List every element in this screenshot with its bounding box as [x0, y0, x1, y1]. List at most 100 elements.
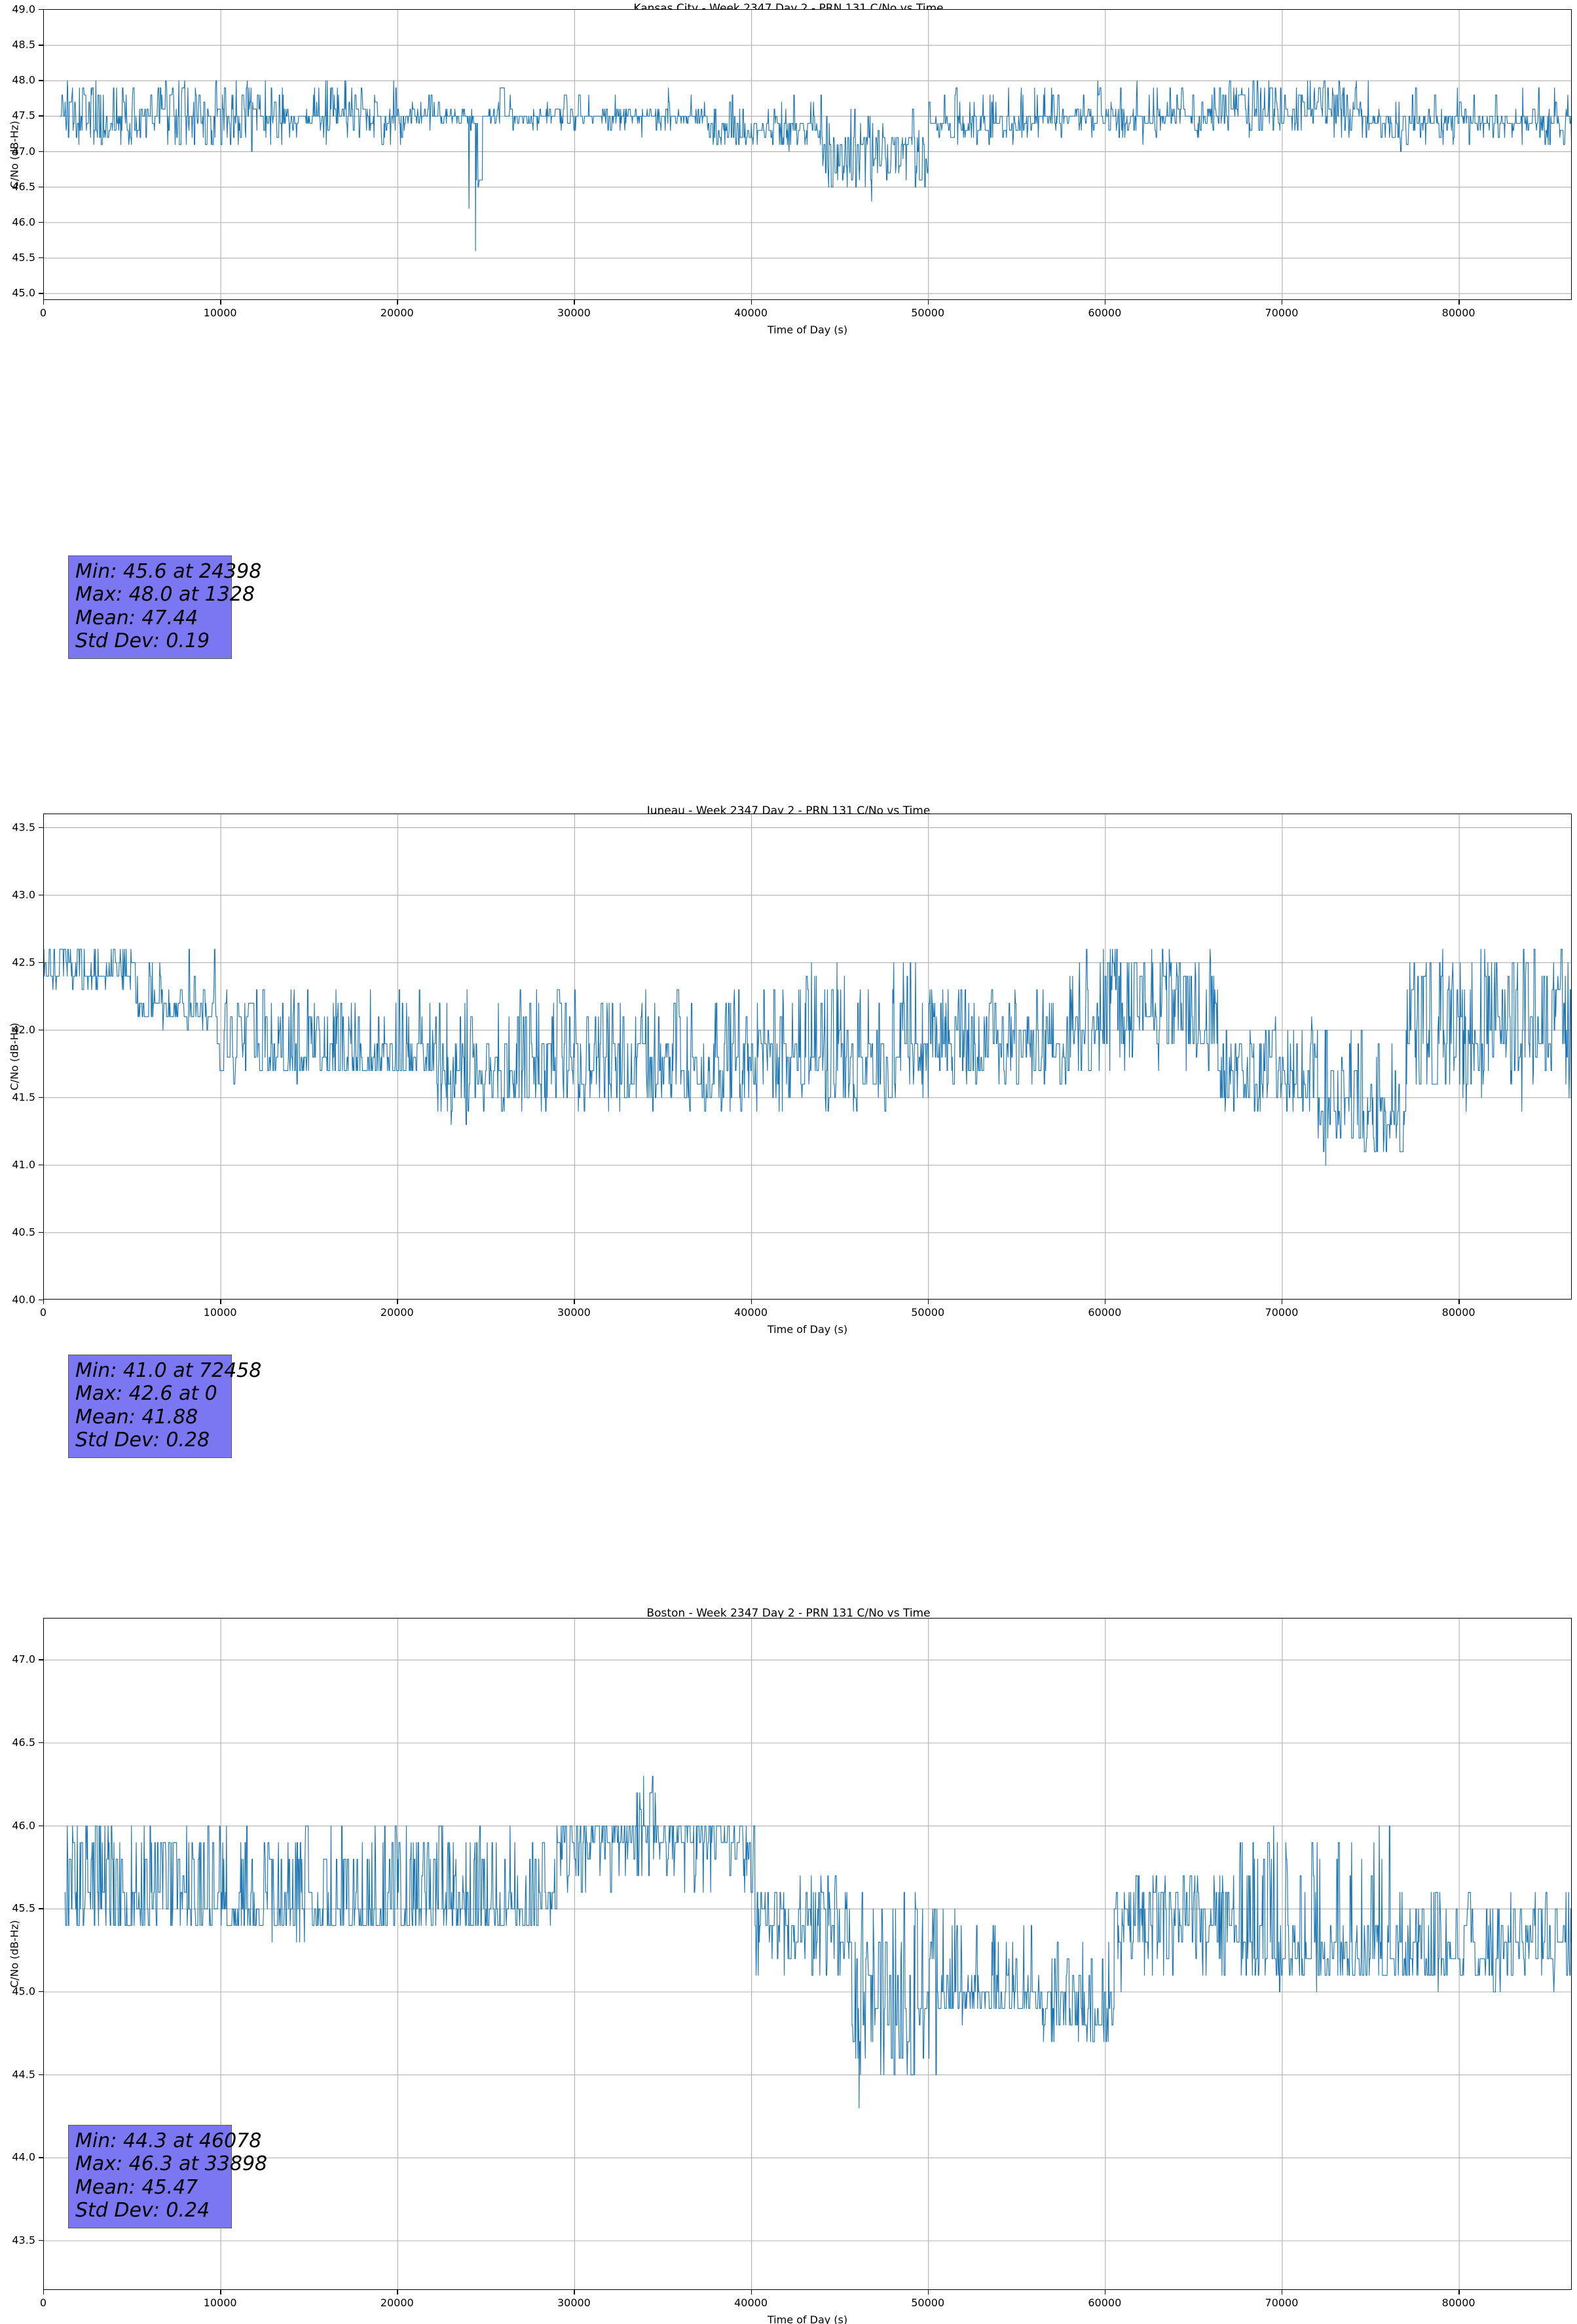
x-tick-mark: [927, 2290, 929, 2295]
x-tick-label: 40000: [734, 2296, 768, 2309]
x-tick-label: 40000: [734, 1306, 768, 1319]
x-tick-label: 0: [39, 1306, 47, 1319]
stat-mean: Mean: 47.44: [75, 606, 198, 629]
series-canvas: [44, 10, 1571, 299]
y-axis-label: C/No (dB-Hz): [8, 1920, 21, 1988]
x-axis-label: Time of Day (s): [767, 1323, 848, 1336]
statistics-annotation: Min: 45.6 at 24398 Max: 48.0 at 1328 Mea…: [68, 555, 262, 659]
y-tick-mark: [39, 2074, 43, 2076]
x-tick-mark: [43, 300, 45, 305]
x-tick-mark: [1458, 2290, 1460, 2295]
y-tick-label: 46.5: [12, 1736, 35, 1749]
x-tick-mark: [220, 2290, 221, 2295]
plot-area: [43, 9, 1572, 300]
x-tick-label: 50000: [911, 1306, 945, 1319]
x-tick-label: 50000: [911, 307, 945, 319]
stat-max: Max: 48.0 at 1328: [75, 583, 255, 607]
stat-min: Min: 41.0 at 72458: [75, 1359, 262, 1382]
y-tick-label: 48.5: [12, 38, 35, 51]
x-tick-mark: [397, 2290, 398, 2295]
stat-min: Min: 45.6 at 24398: [75, 560, 262, 583]
y-tick-label: 45.0: [12, 1985, 35, 1998]
x-axis-label: Time of Day (s): [767, 324, 848, 336]
y-tick-label: 41.0: [12, 1158, 35, 1171]
x-tick-label: 20000: [380, 1306, 414, 1319]
x-tick-label: 10000: [203, 2296, 237, 2309]
stat-max: Max: 42.6 at 0: [75, 1382, 217, 1406]
y-axis-label: C/No (dB-Hz): [8, 1022, 21, 1091]
plot-area: [43, 814, 1572, 1300]
x-tick-mark: [751, 2290, 752, 2295]
y-tick-mark: [39, 962, 43, 964]
y-tick-mark: [39, 80, 43, 81]
chart-title: Boston - Week 2347 Day 2 - PRN 131 C/No …: [646, 1607, 931, 1620]
x-tick-label: 70000: [1265, 307, 1299, 319]
y-axis-label: C/No (dB-Hz): [8, 121, 21, 189]
statistics-annotation: Min: 44.3 at 46078 Max: 46.3 at 33898 Me…: [68, 2125, 268, 2228]
stat-stddev: Std Dev: 0.24: [75, 2199, 210, 2222]
stat-max: Max: 46.3 at 33898: [75, 2152, 268, 2176]
x-tick-label: 20000: [380, 2296, 414, 2309]
x-tick-label: 60000: [1088, 307, 1122, 319]
y-tick-mark: [39, 1908, 43, 1909]
stat-stddev: Std Dev: 0.19: [75, 629, 210, 653]
chart-panel-boston: Boston - Week 2347 Day 2 - PRN 131 C/No …: [0, 1605, 1577, 2324]
y-tick-label: 43.0: [12, 888, 35, 901]
x-tick-label: 60000: [1088, 1306, 1122, 1319]
statistics-annotation: Min: 41.0 at 72458 Max: 42.6 at 0 Mean: …: [68, 1355, 262, 1458]
y-tick-mark: [39, 1231, 43, 1233]
x-tick-mark: [751, 1300, 752, 1304]
x-tick-label: 20000: [380, 307, 414, 319]
x-tick-mark: [927, 1300, 929, 1304]
y-tick-label: 41.5: [12, 1091, 35, 1104]
x-tick-label: 80000: [1441, 307, 1475, 319]
x-tick-label: 60000: [1088, 2296, 1122, 2309]
y-tick-label: 45.0: [12, 286, 35, 299]
stat-mean: Mean: 45.47: [75, 2175, 198, 2199]
series-canvas: [44, 1619, 1571, 2289]
y-tick-mark: [39, 1096, 43, 1098]
x-tick-label: 10000: [203, 307, 237, 319]
x-tick-mark: [43, 2290, 45, 2295]
x-tick-mark: [220, 300, 221, 305]
x-tick-mark: [927, 300, 929, 305]
x-tick-label: 50000: [911, 2296, 945, 2309]
x-axis-label: Time of Day (s): [767, 2314, 848, 2324]
y-tick-label: 40.0: [12, 1293, 35, 1306]
y-tick-mark: [39, 1991, 43, 1993]
y-tick-label: 44.5: [12, 2068, 35, 2081]
x-tick-mark: [1458, 1300, 1460, 1304]
y-tick-mark: [39, 1659, 43, 1660]
y-tick-label: 47.5: [12, 109, 35, 122]
y-tick-label: 46.5: [12, 180, 35, 193]
y-tick-mark: [39, 2157, 43, 2158]
y-tick-label: 48.0: [12, 73, 35, 86]
stat-min: Min: 44.3 at 46078: [75, 2129, 262, 2152]
y-tick-mark: [39, 221, 43, 223]
y-tick-mark: [39, 257, 43, 259]
x-tick-label: 0: [39, 2296, 47, 2309]
x-tick-mark: [397, 1300, 398, 1304]
x-tick-label: 0: [39, 307, 47, 319]
x-tick-label: 40000: [734, 307, 768, 319]
y-tick-label: 42.0: [12, 1023, 35, 1036]
y-tick-label: 45.5: [12, 251, 35, 264]
stat-mean: Mean: 41.88: [75, 1405, 198, 1429]
y-tick-label: 46.0: [12, 1819, 35, 1832]
x-tick-mark: [1458, 300, 1460, 305]
y-tick-mark: [39, 1742, 43, 1744]
x-tick-label: 80000: [1441, 2296, 1475, 2309]
y-tick-label: 40.5: [12, 1226, 35, 1239]
x-tick-label: 10000: [203, 1306, 237, 1319]
y-tick-mark: [39, 151, 43, 152]
y-tick-label: 47.0: [12, 1653, 35, 1666]
stat-stddev: Std Dev: 0.28: [75, 1429, 210, 1452]
x-tick-mark: [751, 300, 752, 305]
y-tick-mark: [39, 2240, 43, 2241]
x-tick-mark: [397, 300, 398, 305]
y-tick-mark: [39, 115, 43, 117]
x-tick-mark: [43, 1300, 45, 1304]
y-tick-label: 45.5: [12, 1902, 35, 1915]
y-tick-label: 42.5: [12, 956, 35, 969]
